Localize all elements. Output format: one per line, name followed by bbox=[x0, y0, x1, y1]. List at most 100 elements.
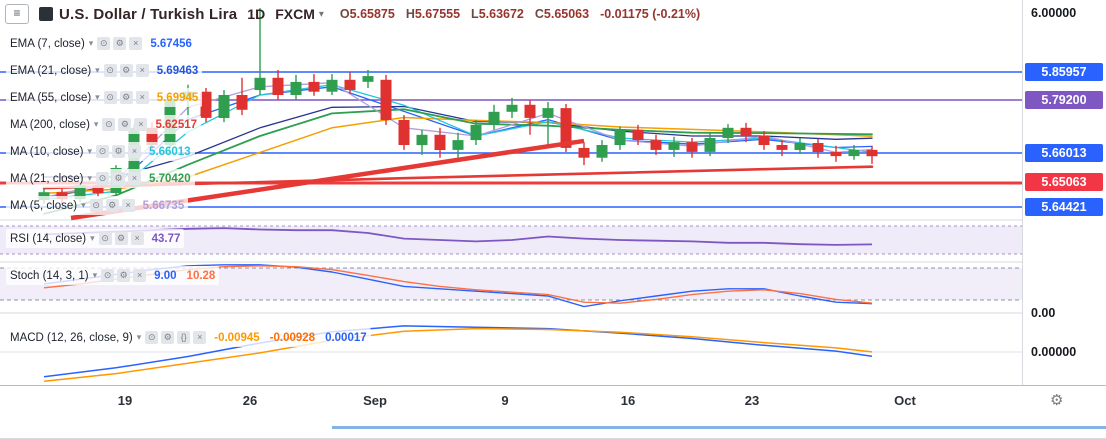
indicator-label: MA (10, close) bbox=[10, 145, 84, 158]
indicator-value: 5.69463 bbox=[156, 64, 199, 77]
indicator-settings-button[interactable]: ⚙ bbox=[112, 145, 126, 158]
remove-indicator-button[interactable]: × bbox=[193, 331, 207, 344]
hide-indicator-button[interactable]: ⊙ bbox=[89, 199, 103, 212]
legend-row-ma10[interactable]: MA (10, close) ▾ ⊙ ⚙ × 5.66013 bbox=[6, 142, 195, 161]
hide-indicator-button[interactable]: ⊙ bbox=[102, 118, 116, 131]
candle-body bbox=[506, 104, 518, 112]
remove-indicator-button[interactable]: × bbox=[134, 118, 148, 131]
indicator-value: 5.69945 bbox=[156, 91, 199, 104]
remove-indicator-button[interactable]: × bbox=[121, 199, 135, 212]
legend-row-ema7[interactable]: EMA (7, close) ▾ ⊙ ⚙ × 5.67456 bbox=[6, 34, 196, 53]
indicator-value: 5.66735 bbox=[142, 199, 185, 212]
price-line-badge: 5.64421 bbox=[1025, 198, 1103, 216]
indicator-label: MACD (12, 26, close, 9) bbox=[10, 331, 133, 344]
chevron-down-icon: ▾ bbox=[88, 38, 94, 48]
symbol-title[interactable]: U.S. Dollar / Turkish Lira bbox=[59, 5, 238, 23]
candle-body bbox=[146, 127, 158, 145]
indicator-settings-button[interactable]: ⚙ bbox=[119, 64, 133, 77]
indicator-value: 5.70420 bbox=[149, 172, 191, 185]
candle-body bbox=[200, 91, 212, 118]
interval-selector[interactable]: 1D bbox=[247, 6, 266, 22]
time-label: Sep bbox=[363, 393, 387, 408]
hide-indicator-button[interactable]: ⊙ bbox=[97, 37, 111, 50]
open-value: 5.65875 bbox=[349, 7, 395, 21]
hide-indicator-button[interactable]: ⊙ bbox=[96, 145, 110, 158]
price-axis[interactable]: 6.00000 5.85957 5.79200 5.66013 5.65063 … bbox=[1022, 0, 1106, 385]
candle-body bbox=[704, 138, 716, 152]
candle-body bbox=[434, 134, 446, 150]
hide-indicator-button[interactable]: ⊙ bbox=[98, 232, 112, 245]
indicator-settings-button[interactable]: ⚙ bbox=[118, 118, 132, 131]
legend-row-ma5[interactable]: MA (5, close) ▾ ⊙ ⚙ × 5.66735 bbox=[6, 196, 189, 215]
candle-body bbox=[524, 104, 536, 118]
indicator-settings-button[interactable]: ⚙ bbox=[117, 269, 131, 282]
candle-body bbox=[452, 140, 464, 150]
indicator-label: MA (21, close) bbox=[10, 172, 84, 185]
hide-indicator-button[interactable]: ⊙ bbox=[103, 64, 117, 77]
candle-body bbox=[380, 79, 392, 120]
chevron-down-icon: ▾ bbox=[92, 270, 98, 280]
chevron-down-icon: ▾ bbox=[95, 92, 100, 102]
candle-body bbox=[488, 111, 500, 125]
candle-body bbox=[92, 185, 104, 193]
legend-row-ema55[interactable]: EMA (55, close) ▾ ⊙ ⚙ × 5.69945 bbox=[6, 88, 203, 107]
indicator-settings-button[interactable]: ⚙ bbox=[112, 172, 126, 185]
indicator-label: MA (5, close) bbox=[10, 199, 78, 212]
remove-indicator-button[interactable]: × bbox=[128, 172, 142, 185]
candle-body bbox=[740, 127, 752, 136]
candle-body bbox=[308, 81, 320, 92]
remove-indicator-button[interactable]: × bbox=[135, 91, 149, 104]
time-label: 16 bbox=[620, 393, 636, 408]
legend-row-ma200[interactable]: MA (200, close) ▾ ⊙ ⚙ × 5.62517 bbox=[6, 115, 202, 134]
indicator-settings-button[interactable]: ⚙ bbox=[114, 232, 128, 245]
candle-body bbox=[758, 136, 770, 145]
remove-indicator-button[interactable]: × bbox=[128, 145, 142, 158]
candle-body bbox=[578, 147, 590, 158]
legend-row-macd[interactable]: MACD (12, 26, close, 9) ▾ ⊙ ⚙ {} × -0.00… bbox=[6, 328, 371, 347]
ohlc-readout: O5.65875 H5.67555 L5.63672 C5.65063 -0.0… bbox=[340, 7, 700, 21]
symbol-logo-icon bbox=[39, 7, 53, 21]
hide-indicator-button[interactable]: ⊙ bbox=[96, 172, 110, 185]
indicator-settings-button[interactable]: ⚙ bbox=[161, 331, 175, 344]
indicator-settings-button[interactable]: ⚙ bbox=[113, 37, 127, 50]
chart-header: ≡ U.S. Dollar / Turkish Lira 1D FXCM ▾ O… bbox=[0, 0, 1025, 28]
legend-row-stoch[interactable]: Stoch (14, 3, 1) ▾ ⊙ ⚙ × 9.00 10.28 bbox=[6, 266, 220, 285]
time-axis-separator bbox=[0, 385, 1106, 386]
indicator-settings-button[interactable]: ⚙ bbox=[119, 91, 133, 104]
menu-icon[interactable]: ≡ bbox=[5, 4, 29, 24]
chevron-down-icon: ▾ bbox=[87, 173, 93, 183]
source-code-button[interactable]: {} bbox=[177, 331, 191, 344]
indicator-label: EMA (7, close) bbox=[10, 37, 85, 50]
candle-body bbox=[722, 127, 734, 138]
settings-gear-icon[interactable]: ⚙ bbox=[1050, 392, 1064, 409]
exchange-label[interactable]: FXCM bbox=[275, 6, 315, 22]
time-axis[interactable]: 19 26 Sep 9 16 23 Oct ⚙ bbox=[0, 386, 1106, 416]
remove-indicator-button[interactable]: × bbox=[129, 37, 143, 50]
hide-indicator-button[interactable]: ⊙ bbox=[103, 91, 117, 104]
last-price-badge: 5.65063 bbox=[1025, 173, 1103, 191]
candle-body bbox=[614, 129, 626, 145]
hide-indicator-button[interactable]: ⊙ bbox=[145, 331, 159, 344]
hide-indicator-button[interactable]: ⊙ bbox=[101, 269, 115, 282]
macd-line bbox=[43, 325, 873, 378]
remove-indicator-button[interactable]: × bbox=[130, 232, 144, 245]
remove-indicator-button[interactable]: × bbox=[133, 269, 147, 282]
stoch-d-value: 10.28 bbox=[186, 269, 216, 282]
candle-body bbox=[416, 134, 428, 146]
high-label: H bbox=[405, 7, 415, 21]
indicator-settings-button[interactable]: ⚙ bbox=[105, 199, 119, 212]
remove-indicator-button[interactable]: × bbox=[135, 64, 149, 77]
chevron-down-icon: ▾ bbox=[136, 332, 142, 342]
indicator-value: 5.66013 bbox=[149, 145, 191, 158]
legend-row-ma21[interactable]: MA (21, close) ▾ ⊙ ⚙ × 5.70420 bbox=[6, 169, 195, 188]
change-value: -0.01175 (-0.21%) bbox=[600, 7, 701, 21]
legend-row-ema21[interactable]: EMA (21, close) ▾ ⊙ ⚙ × 5.69463 bbox=[6, 61, 203, 80]
legend-row-rsi[interactable]: RSI (14, close) ▾ ⊙ ⚙ × 43.77 bbox=[6, 229, 185, 248]
indicator-label: Stoch (14, 3, 1) bbox=[10, 269, 89, 282]
candle-body bbox=[596, 145, 608, 158]
bottom-edge-artifact bbox=[332, 426, 1106, 429]
chevron-down-icon[interactable]: ▾ bbox=[318, 8, 324, 20]
price-line-badge: 5.66013 bbox=[1025, 144, 1103, 162]
time-label: 19 bbox=[117, 393, 133, 408]
